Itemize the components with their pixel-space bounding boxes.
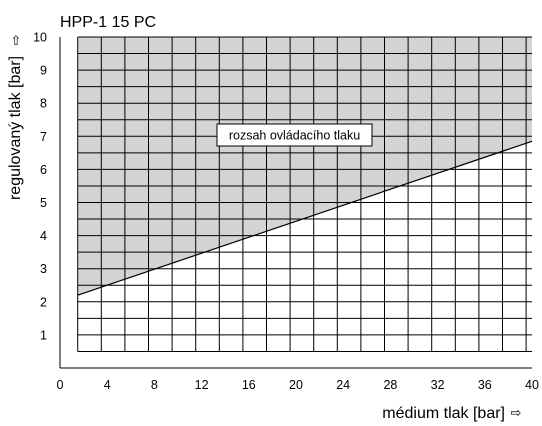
- y-tick-label: 8: [40, 97, 47, 111]
- x-tick-label: 24: [336, 378, 350, 392]
- y-tick-label: 10: [33, 31, 47, 45]
- annotation-label: rozsah ovládacího tlaku: [229, 129, 360, 143]
- series-line: [77, 140, 533, 296]
- x-axis-label: médium tlak [bar]: [382, 405, 505, 422]
- x-tick-label: 40: [525, 378, 539, 392]
- y-tick-label: 6: [40, 163, 47, 177]
- x-tick-label: 36: [478, 378, 492, 392]
- annotation-box: rozsah ovládacího tlaku: [216, 123, 373, 147]
- y-tick-label: 5: [40, 196, 47, 210]
- y-tick-label: 9: [40, 64, 47, 78]
- x-tick-label: 32: [431, 378, 445, 392]
- y-tick-label: 7: [40, 130, 47, 144]
- y-tick-label: 3: [40, 262, 47, 276]
- x-tick-label: 8: [151, 378, 158, 392]
- x-tick-label: 28: [383, 378, 397, 392]
- up-outline-arrow-icon: ⇨: [9, 34, 24, 45]
- x-tick-label: 16: [242, 378, 256, 392]
- y-axis-label: regulovaný tlak [bar]: [7, 56, 24, 200]
- chart-title: HPP-1 15 PC: [60, 14, 156, 31]
- x-tick-label: 20: [289, 378, 303, 392]
- x-tick-label: 12: [195, 378, 209, 392]
- right-outline-arrow-icon: ⇨: [511, 406, 522, 421]
- y-tick-label: 1: [40, 328, 47, 342]
- x-tick-label: 0: [57, 378, 64, 392]
- annotation-box-border: [216, 123, 373, 147]
- x-tick-label: 4: [104, 378, 111, 392]
- y-tick-label: 4: [40, 229, 47, 243]
- shaded-area: [77, 37, 532, 296]
- y-tick-label: 2: [40, 295, 47, 309]
